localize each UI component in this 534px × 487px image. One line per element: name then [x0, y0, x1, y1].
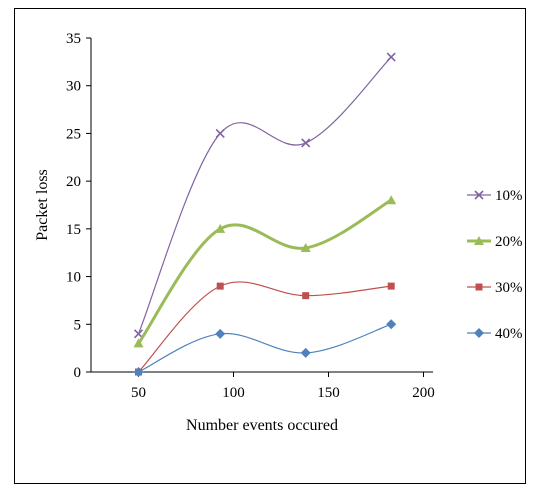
y-tick-label: 0 [74, 365, 82, 381]
y-tick-label: 5 [74, 317, 82, 333]
series-2 [135, 281, 395, 376]
data-point [216, 282, 224, 290]
series-line [138, 323, 392, 373]
series-1 [133, 195, 397, 348]
series-line [137, 198, 392, 345]
y-tick-label: 30 [66, 79, 81, 95]
x-tick-label: 100 [222, 385, 245, 401]
legend-item: 40% [467, 326, 523, 342]
data-point [386, 52, 396, 62]
series-group [133, 52, 397, 377]
series-line [138, 281, 392, 373]
legend-label: 40% [495, 326, 523, 342]
data-point [215, 128, 225, 138]
data-point [133, 338, 144, 348]
series-3 [133, 319, 397, 377]
legend-marker [474, 328, 484, 338]
data-point [386, 195, 397, 205]
x-tick-label: 150 [317, 385, 340, 401]
y-tick-label: 20 [66, 174, 81, 190]
data-point [215, 223, 226, 233]
data-point [215, 328, 226, 339]
legend-marker [474, 236, 484, 245]
legend-item: 10% [467, 188, 523, 204]
legend-label: 20% [495, 234, 523, 250]
data-point [387, 282, 395, 290]
y-tick-label: 35 [66, 31, 81, 47]
line-chart: 0 5 10 15 20 25 30 35 50 100 150 200 10% 20% 30% 40% N… [34, 31, 523, 434]
data-point [300, 347, 311, 358]
chart-frame: 0 5 10 15 20 25 30 35 50 100 150 200 10% 20% 30% 40% N… [14, 8, 526, 484]
legend-item: 20% [467, 234, 523, 250]
legend: 10% 20% 30% 40% [467, 188, 523, 342]
legend-marker [474, 190, 484, 200]
series-line [137, 56, 392, 335]
y-axis-label: Packet loss [34, 169, 51, 241]
data-point [302, 292, 310, 300]
legend-label: 30% [495, 280, 523, 296]
x-axis-label: Number events occured [186, 417, 338, 434]
y-tick-label: 15 [66, 222, 81, 238]
x-tick-label: 200 [412, 385, 435, 401]
legend-label: 10% [495, 188, 523, 204]
data-point [386, 319, 397, 330]
data-point [133, 329, 144, 339]
x-tick-label: 50 [131, 385, 146, 401]
y-tick-label: 10 [66, 270, 81, 286]
y-tick-label: 25 [66, 126, 81, 142]
axes: 0 5 10 15 20 25 30 35 50 100 150 200 [66, 31, 435, 401]
data-point [301, 138, 311, 148]
series-0 [133, 52, 396, 339]
legend-marker [475, 283, 483, 291]
data-point [133, 367, 144, 377]
data-point [300, 242, 311, 252]
legend-item: 30% [467, 280, 523, 296]
